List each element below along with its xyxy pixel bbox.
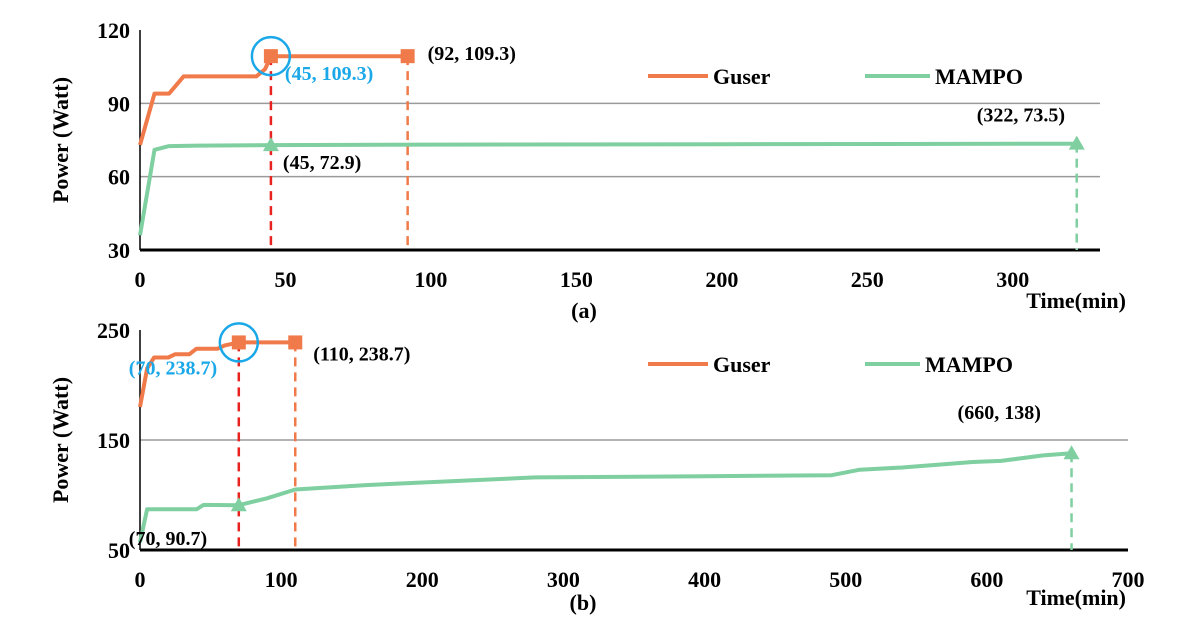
- panel-b-marker-guser-70: [231, 335, 246, 350]
- panel-a-legend-label-guser: Guser: [713, 64, 771, 89]
- panel-b-data-annotation: (110, 238.7): [313, 343, 410, 365]
- panel-b-x-tick-label: 500: [829, 567, 862, 592]
- panel-a-y-tick-label: 90: [108, 91, 130, 116]
- panel-a-x-tick-label: 100: [414, 267, 447, 292]
- panel-a-data-annotation: (322, 73.5): [977, 105, 1065, 127]
- panel-a-x-tick-label: 150: [560, 267, 593, 292]
- panel-b-data-annotation: (70, 238.7): [129, 357, 217, 379]
- panel-a-data-annotation: (92, 109.3): [428, 43, 516, 65]
- panel-b-x-tick-label: 700: [1112, 567, 1145, 592]
- panel-a-series-line-mampo: [138, 141, 1077, 236]
- panel-a-data-annotation: (45, 109.3): [285, 63, 373, 85]
- panel-b-marker-mampo-660: [1063, 445, 1080, 460]
- panel-b-data-annotation: (660, 138): [958, 402, 1041, 424]
- panel-a-x-tick-label: 50: [274, 267, 296, 292]
- panel-a-x-tick-label: 250: [851, 267, 884, 292]
- panel-a-x-axis-title: Time(min): [1026, 288, 1126, 313]
- panel-a-data-annotation: (45, 72.9): [283, 152, 361, 174]
- panel-b-data-annotation: (70, 90.7): [129, 528, 207, 550]
- panel-a-y-tick-label: 30: [108, 238, 130, 263]
- panel-a-highlight-circle: [250, 35, 292, 77]
- panel-a-y-axis-title: Power (Watt): [48, 77, 73, 203]
- panel-b-x-tick-label: 400: [688, 567, 721, 592]
- panel-a-marker-guser-92: [400, 49, 415, 64]
- panel-a-panel-label: (a): [571, 298, 597, 323]
- panel-b-y-tick-label: 50: [108, 538, 130, 563]
- panel-b-x-tick-label: 0: [135, 567, 146, 592]
- panel-b-y-tick-label: 150: [97, 428, 130, 453]
- panel-b-x-tick-label: 600: [970, 567, 1003, 592]
- panel-b-panel-label: (b): [570, 590, 597, 615]
- panel-b-x-tick-label: 200: [406, 567, 439, 592]
- panel-a-y-tick-label: 60: [108, 165, 130, 190]
- panel-b-marker-guser-110: [288, 335, 303, 350]
- panel-b-y-axis-title: Power (Watt): [48, 377, 73, 503]
- panel-a-y-tick-label: 120: [97, 18, 130, 43]
- panel-b-x-tick-label: 100: [265, 567, 298, 592]
- panel-b-series-line-guser: [138, 340, 296, 408]
- panel-b-legend-label-mampo: MAMPO: [925, 352, 1013, 377]
- panel-b-y-tick-label: 250: [97, 318, 130, 343]
- panel-b-series-line-mampo: [138, 451, 1072, 543]
- panel-a-marker-mampo-45: [262, 137, 279, 152]
- panel-a-x-tick-label: 300: [996, 267, 1029, 292]
- panel-b-legend-label-guser: Guser: [713, 352, 771, 377]
- panel-b-marker-mampo-70: [230, 497, 247, 512]
- panel-a-marker-guser-45: [263, 49, 278, 64]
- panel-a-legend-label-mampo: MAMPO: [935, 64, 1023, 89]
- panel-b-x-axis-title: Time(min): [1026, 585, 1126, 610]
- panel-a-marker-mampo-322: [1068, 135, 1085, 150]
- panel-a-x-tick-label: 0: [135, 267, 146, 292]
- panel-a-x-tick-label: 200: [705, 267, 738, 292]
- panel-b-x-tick-label: 300: [547, 567, 580, 592]
- panel-b-highlight-circle: [218, 322, 260, 363]
